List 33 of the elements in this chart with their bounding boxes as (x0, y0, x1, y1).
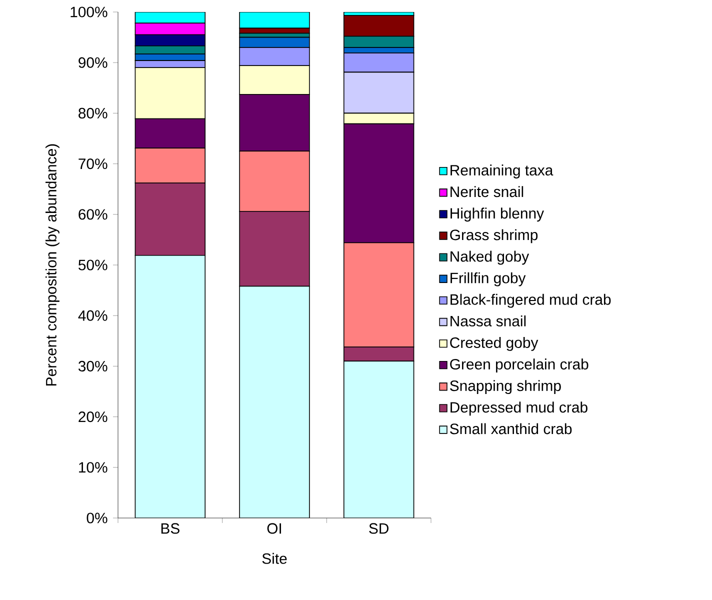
y-tick-label: 90% (78, 57, 108, 68)
legend-label: Black-fingered mud crab (450, 294, 611, 308)
y-axis-title: Percent composition (by abundance) (46, 144, 60, 386)
y-tick-label: 10% (79, 462, 108, 473)
legend-label: Nerite snail (450, 186, 524, 198)
x-tick-label: OI (267, 523, 282, 534)
bar (343, 360, 414, 518)
y-tick-label: 60% (78, 209, 108, 220)
y-tick-label: 80% (78, 108, 108, 118)
legend-label: Remaining taxa (450, 164, 554, 178)
legend-label: Grass shrimp (450, 229, 538, 244)
legend-label: Depressed mud crab (450, 402, 588, 416)
x-axis-title: Site (262, 552, 287, 564)
bar (134, 254, 206, 518)
legend-label: Nassa snail (450, 315, 526, 326)
x-tick-label: SD (369, 523, 388, 534)
x-tick-label: BS (161, 523, 180, 534)
legend-label: Crested goby (450, 337, 538, 351)
bar (239, 286, 310, 518)
y-tick-label: 100% (70, 6, 108, 18)
legend-label: Green porcelain crab (450, 358, 588, 372)
bar (239, 12, 310, 29)
y-tick-label: 50% (78, 260, 108, 270)
legend-label: Highfin blenny (450, 208, 544, 222)
y-tick-label: 0% (86, 512, 108, 524)
legend-label: Frillfin goby (450, 272, 526, 286)
y-tick-label: 30% (78, 360, 108, 372)
legend-label: Naked goby (450, 250, 530, 265)
y-tick-label: 20% (78, 412, 108, 422)
y-tick-label: 40% (78, 310, 108, 321)
legend-label: Snapping shrimp (450, 380, 561, 394)
y-tick-label: 70% (78, 158, 108, 170)
legend-label: Small xanthid crab (450, 423, 572, 434)
